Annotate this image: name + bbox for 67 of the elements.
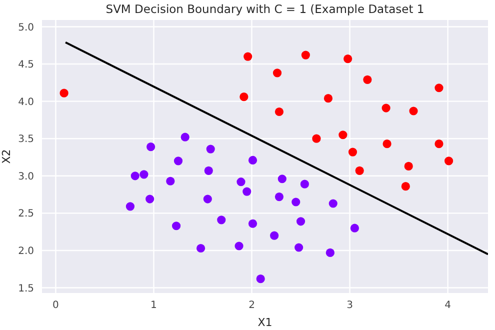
point xyxy=(180,132,190,142)
x-tick-label: 1 xyxy=(150,300,157,312)
point xyxy=(301,50,310,60)
point xyxy=(434,140,444,148)
point xyxy=(242,187,252,196)
point xyxy=(348,148,358,156)
point xyxy=(274,107,284,116)
y-tick-label: 4.5 xyxy=(18,60,34,71)
point xyxy=(382,104,390,112)
point xyxy=(256,274,265,284)
point xyxy=(296,217,306,226)
x-tick-label: 3 xyxy=(346,300,353,312)
point xyxy=(146,194,154,204)
point xyxy=(174,156,183,166)
point xyxy=(355,166,364,175)
point xyxy=(166,176,175,186)
point xyxy=(172,222,181,230)
point xyxy=(350,224,359,232)
point xyxy=(382,140,392,148)
point xyxy=(140,170,148,179)
point xyxy=(130,172,140,180)
point xyxy=(401,182,410,191)
point xyxy=(248,219,258,228)
point xyxy=(126,202,135,211)
point xyxy=(324,94,333,103)
x-tick-label: 0 xyxy=(52,300,59,312)
point xyxy=(203,194,212,204)
point xyxy=(272,68,282,78)
y-tick-label: 4.0 xyxy=(18,96,34,108)
point xyxy=(344,54,352,64)
point xyxy=(434,84,444,92)
point xyxy=(326,248,334,258)
point xyxy=(328,199,338,208)
point xyxy=(338,130,348,140)
point xyxy=(270,231,279,240)
point xyxy=(146,142,156,152)
point xyxy=(217,216,226,224)
point xyxy=(300,180,309,188)
y-tick-label: 1.5 xyxy=(18,283,34,294)
point xyxy=(196,244,206,253)
point xyxy=(206,144,215,154)
x-tick-label: 2 xyxy=(248,300,255,312)
point xyxy=(404,162,413,170)
point xyxy=(248,156,258,165)
point xyxy=(312,134,321,143)
point xyxy=(409,106,418,116)
point xyxy=(294,243,304,252)
x-tick-label: 4 xyxy=(444,300,451,312)
point xyxy=(278,174,286,184)
point xyxy=(274,192,284,202)
y-tick-label: 2.5 xyxy=(18,208,34,220)
point xyxy=(236,178,246,186)
point xyxy=(240,92,248,102)
y-axis-title: X2 xyxy=(0,149,13,164)
y-tick-label: 3.5 xyxy=(18,134,34,146)
point xyxy=(60,88,68,98)
point xyxy=(234,242,244,250)
chart-title: SVM Decision Boundary with C = 1 (Example Dataset 1 xyxy=(104,2,426,16)
point xyxy=(244,52,252,61)
x-axis-title: X1 xyxy=(258,316,272,329)
point xyxy=(292,198,300,206)
point xyxy=(444,156,454,166)
point xyxy=(363,75,372,84)
y-tick-label: 5.0 xyxy=(18,22,34,34)
y-tick-label: 3.0 xyxy=(18,171,34,182)
y-tick-label: 2.0 xyxy=(18,246,34,258)
point xyxy=(204,166,213,175)
